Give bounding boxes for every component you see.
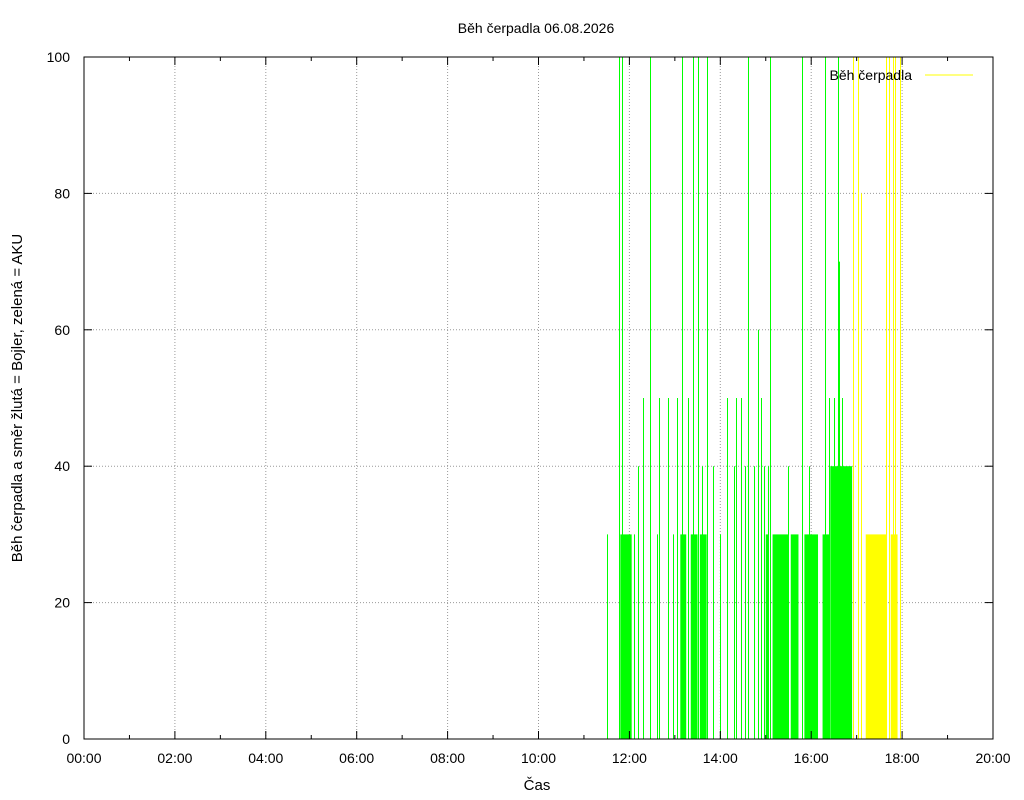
bar-block <box>804 534 819 739</box>
legend: Běh čerpadla <box>829 67 973 83</box>
bar-block <box>830 466 853 739</box>
data-marks <box>607 57 901 739</box>
bar-block <box>790 534 799 739</box>
x-tick-label: 12:00 <box>612 750 647 766</box>
bar-block <box>690 534 698 739</box>
bar-block <box>699 534 707 739</box>
bar-block <box>890 534 898 739</box>
y-tick-label: 100 <box>47 49 71 65</box>
axis-ticks: 00:00 02:00 04:00 06:00 08:00 10:00 12:00 14:00… <box>47 49 1011 766</box>
bar-block <box>765 534 769 739</box>
x-tick-label: 10:00 <box>521 750 556 766</box>
y-tick-label: 40 <box>54 458 70 474</box>
x-tick-label: 18:00 <box>885 750 920 766</box>
legend-label: Běh čerpadla <box>829 67 912 83</box>
x-tick-label: 02:00 <box>157 750 192 766</box>
bar-block <box>772 534 789 739</box>
x-tick-label: 04:00 <box>248 750 283 766</box>
y-tick-label: 0 <box>62 731 70 747</box>
y-axis-label: Běh čerpadla a směr žlutá = Bojler, zele… <box>9 234 26 563</box>
x-tick-label: 20:00 <box>975 750 1010 766</box>
x-tick-label: 16:00 <box>794 750 829 766</box>
y-tick-label: 60 <box>54 322 70 338</box>
x-tick-label: 06:00 <box>339 750 374 766</box>
bar-block <box>680 534 687 739</box>
x-tick-label: 08:00 <box>430 750 465 766</box>
y-tick-label: 20 <box>54 595 70 611</box>
y-tick-label: 80 <box>54 185 70 201</box>
bar-block <box>620 534 632 739</box>
grid-lines <box>84 57 993 739</box>
x-axis-label: Čas <box>524 777 551 794</box>
x-tick-label: 14:00 <box>703 750 738 766</box>
chart-title: Běh čerpadla 06.08.2026 <box>458 20 615 36</box>
x-tick-label: 00:00 <box>66 750 101 766</box>
bar-block <box>865 534 887 739</box>
